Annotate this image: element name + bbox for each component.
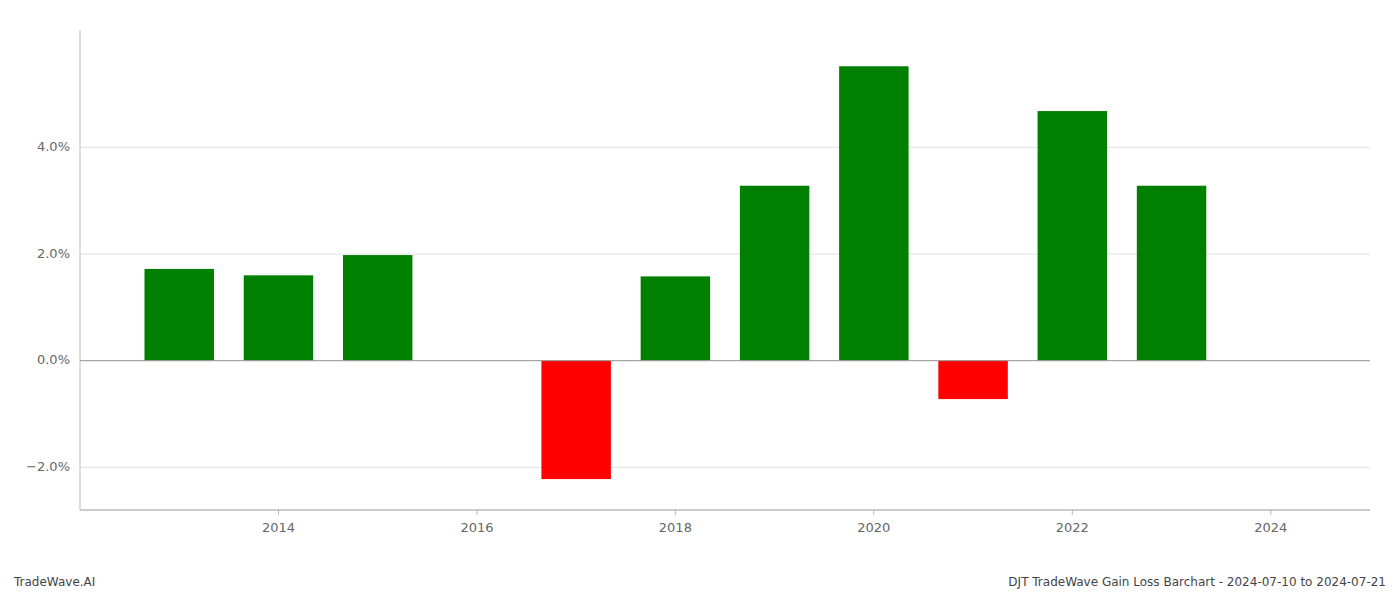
x-axis-line xyxy=(80,509,1370,510)
y-axis: −2.0% 0.0% 2.0% 4.0% xyxy=(26,30,80,510)
bar xyxy=(541,361,610,479)
footer-text: TradeWave.AI xyxy=(13,575,95,589)
y-tick-label: 4.0% xyxy=(37,139,70,154)
y-tick-label: 2.0% xyxy=(37,246,70,261)
x-tick xyxy=(1072,510,1073,515)
chart-container: −2.0% 0.0% 2.0% 4.0% 2014 2016 2018 2020 2022 202… xyxy=(0,0,1400,600)
zero-line xyxy=(80,360,1370,361)
bar xyxy=(938,361,1007,399)
bars xyxy=(145,66,1207,479)
bar xyxy=(839,66,908,360)
bar xyxy=(641,276,710,360)
x-tick-label: 2018 xyxy=(659,520,692,535)
x-tick-label: 2014 xyxy=(262,520,295,535)
y-tick-label: 0.0% xyxy=(37,352,70,367)
bar xyxy=(1137,186,1206,361)
footer-text: DJT TradeWave Gain Loss Barchart - 2024-… xyxy=(1008,575,1386,589)
x-tick xyxy=(873,510,874,515)
x-tick xyxy=(675,510,676,515)
bar xyxy=(1038,111,1107,361)
grid-line xyxy=(80,360,1370,361)
x-tick xyxy=(1270,510,1271,515)
y-axis-line xyxy=(80,30,81,510)
x-tick-label: 2024 xyxy=(1254,520,1287,535)
x-tick-label: 2016 xyxy=(460,520,493,535)
grid xyxy=(80,147,1370,467)
bar xyxy=(145,269,214,361)
bar xyxy=(740,186,809,361)
x-tick-label: 2022 xyxy=(1056,520,1089,535)
bar xyxy=(343,255,412,361)
grid-line xyxy=(80,467,1370,468)
x-axis: 2014 2016 2018 2020 2022 2024 xyxy=(80,510,1370,535)
y-tick-label: −2.0% xyxy=(26,459,70,474)
chart: −2.0% 0.0% 2.0% 4.0% 2014 2016 2018 2020 2022 202… xyxy=(0,0,1400,600)
x-tick xyxy=(278,510,279,515)
grid-line xyxy=(80,147,1370,148)
footer: TradeWave.AI DJT TradeWave Gain Loss Barc… xyxy=(13,575,1386,589)
bar xyxy=(244,275,313,360)
x-tick xyxy=(476,510,477,515)
x-tick-label: 2020 xyxy=(857,520,890,535)
